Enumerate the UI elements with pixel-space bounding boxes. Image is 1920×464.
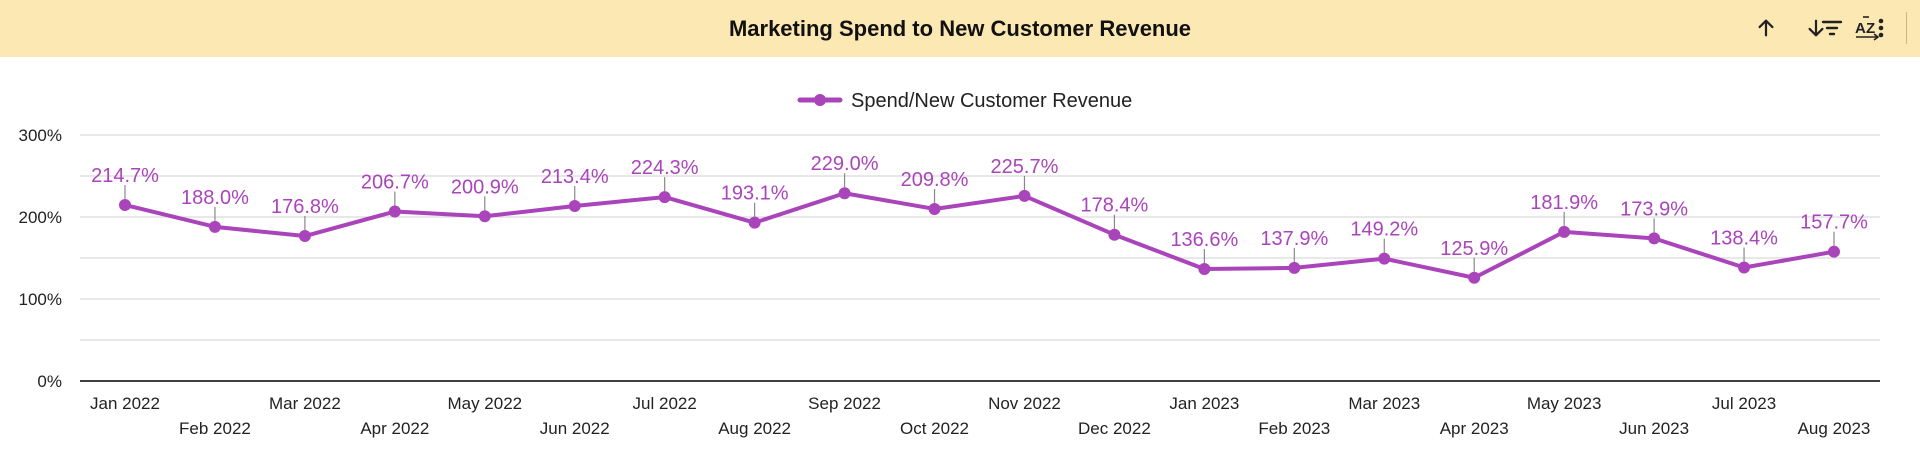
y-tick-label: 200% xyxy=(19,208,62,227)
data-point xyxy=(478,210,491,223)
data-label: 173.9% xyxy=(1620,198,1688,220)
x-tick-label: Aug 2023 xyxy=(1798,419,1871,438)
chart-toolbar: A Z xyxy=(1620,0,1920,57)
x-tick-label: Jan 2022 xyxy=(90,394,160,413)
data-point xyxy=(208,220,221,233)
chart-header: Marketing Spend to New Customer Revenue xyxy=(0,0,1920,57)
x-tick-label: May 2023 xyxy=(1527,394,1602,413)
data-point xyxy=(1018,189,1031,202)
data-point xyxy=(838,187,851,200)
data-label: 213.4% xyxy=(541,166,609,188)
x-tick-label: Feb 2023 xyxy=(1258,419,1330,438)
data-point xyxy=(1828,245,1840,258)
y-tick-label: 0% xyxy=(37,372,62,391)
data-point xyxy=(298,230,311,243)
x-tick-label: Mar 2023 xyxy=(1348,394,1420,413)
data-label: 138.4% xyxy=(1710,228,1778,250)
data-label: 225.7% xyxy=(991,156,1059,178)
data-label: 178.4% xyxy=(1080,195,1148,217)
series-layer: 214.7% 188.0% 176.8% 206.7% 200.9% 213.4% 224.… xyxy=(91,153,1868,284)
data-label: 209.8% xyxy=(901,169,969,191)
data-point xyxy=(658,191,671,204)
data-point xyxy=(388,205,401,218)
data-point xyxy=(1648,232,1661,245)
data-point xyxy=(1288,261,1301,274)
sort-descending-icon[interactable] xyxy=(1800,12,1832,44)
legend-label: Spend/New Customer Revenue xyxy=(851,90,1132,112)
x-tick-label: Dec 2022 xyxy=(1078,419,1151,438)
legend[interactable]: Spend/New Customer Revenue xyxy=(797,90,1132,112)
data-point xyxy=(119,198,131,211)
x-tick-label: Jul 2022 xyxy=(633,394,697,413)
x-tick-label: Sep 2022 xyxy=(808,394,881,413)
x-tick-label: Oct 2022 xyxy=(900,419,969,438)
data-point xyxy=(1738,261,1751,274)
data-point xyxy=(1378,252,1391,265)
data-point xyxy=(568,200,581,213)
data-label: 224.3% xyxy=(631,157,699,179)
series-line xyxy=(123,191,1836,280)
x-tick-label: Apr 2022 xyxy=(360,419,429,438)
data-point xyxy=(1468,271,1481,284)
data-point xyxy=(1108,228,1121,241)
data-label: 136.6% xyxy=(1170,229,1238,251)
x-tick-label: Jul 2023 xyxy=(1712,394,1776,413)
data-label: 149.2% xyxy=(1350,219,1418,241)
data-label: 200.9% xyxy=(451,176,519,198)
y-tick-label: 100% xyxy=(19,290,62,309)
legend-swatch-marker xyxy=(814,94,826,106)
chart-title: Marketing Spend to New Customer Revenue xyxy=(728,16,1192,41)
svg-text:A: A xyxy=(1855,20,1866,37)
line-chart: 0% 100% 200% 300% Jan 2022 Feb 2022 Mar 2022 Ap… xyxy=(19,90,1880,438)
data-label: 229.0% xyxy=(811,153,879,175)
x-tick-label: Nov 2022 xyxy=(988,394,1061,413)
grid-layer xyxy=(80,134,1880,382)
data-point xyxy=(748,216,761,229)
data-label: 125.9% xyxy=(1440,238,1508,260)
data-label: 181.9% xyxy=(1530,192,1598,214)
data-point xyxy=(928,202,941,215)
svg-text:Z: Z xyxy=(1866,20,1875,37)
x-tick-label: May 2022 xyxy=(447,394,522,413)
data-label: 137.9% xyxy=(1260,228,1328,250)
sort-az-icon[interactable]: A Z xyxy=(1851,12,1883,44)
x-tick-label: Feb 2022 xyxy=(179,419,251,438)
x-tick-label: Aug 2022 xyxy=(718,419,791,438)
toolbar-divider xyxy=(1906,12,1907,44)
x-tick-label: Jun 2022 xyxy=(540,419,610,438)
data-label: 214.7% xyxy=(91,165,159,187)
x-tick-label: Apr 2023 xyxy=(1440,419,1509,438)
more-vert-icon[interactable] xyxy=(1865,12,1897,44)
data-label: 176.8% xyxy=(271,196,339,218)
x-tick-label: Jun 2023 xyxy=(1619,419,1689,438)
y-tick-label: 300% xyxy=(19,126,62,145)
data-point xyxy=(1198,262,1211,275)
data-label: 206.7% xyxy=(361,172,429,194)
axis-label-layer: 0% 100% 200% 300% Jan 2022 Feb 2022 Mar 2022 Ap… xyxy=(19,126,1871,438)
data-label: 188.0% xyxy=(181,187,249,209)
data-point xyxy=(1558,225,1571,238)
x-tick-label: Mar 2022 xyxy=(269,394,341,413)
x-tick-label: Jan 2023 xyxy=(1169,394,1239,413)
sort-ascending-icon[interactable] xyxy=(1750,12,1782,44)
filter-icon[interactable] xyxy=(1816,12,1848,44)
data-label: 193.1% xyxy=(721,183,789,205)
data-label: 157.7% xyxy=(1800,212,1868,234)
